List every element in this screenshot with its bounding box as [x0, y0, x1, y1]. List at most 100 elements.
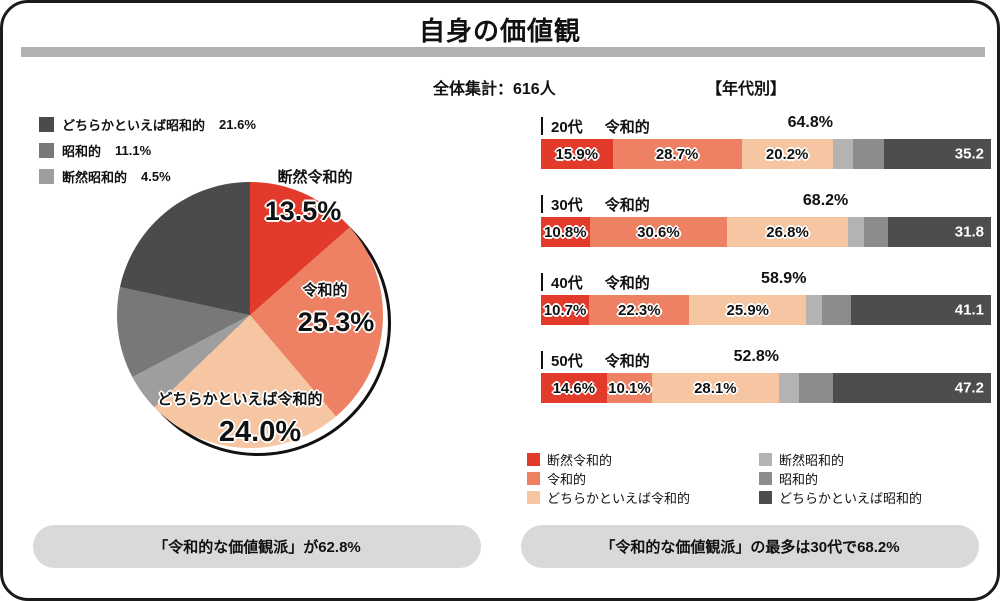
legend-label: どちらかといえば昭和的: [779, 491, 923, 506]
legend-label: 昭和的: [779, 472, 819, 487]
bar-segment-value: 10.7%: [543, 301, 587, 319]
bar-row: 30代 令和的 68.2% 10.8% 30.6% 26.8% 31.8: [541, 191, 991, 269]
legend-swatch: [759, 453, 772, 466]
bar-reiwa-total-label: 52.8%: [733, 348, 779, 365]
legend-swatch: [759, 472, 772, 485]
bar-legend-item: 断然昭和的: [759, 450, 991, 469]
bar-showa-total: 41.1: [954, 301, 984, 319]
bar-segment: 20.2%: [741, 139, 833, 169]
bar-legend-item: どちらかといえば昭和的: [759, 488, 991, 507]
bar-segment: 28.1%: [652, 373, 779, 403]
legend-label: 断然昭和的: [779, 453, 845, 468]
bar-group-label: 令和的: [604, 196, 650, 214]
bar-segment-value: 10.1%: [608, 379, 651, 397]
summary-pill-right-label: 「令和的な価値観派」の最多は30代で68.2%: [600, 539, 900, 556]
bar-segment-value: 28.1%: [694, 379, 737, 397]
pie-legend-item: どちらかといえば昭和的 21.6%: [39, 115, 256, 134]
legend-swatch: [527, 472, 540, 485]
legend-swatch: [39, 143, 54, 158]
pie-legend-item: 断然昭和的 4.5%: [39, 167, 256, 186]
bar-category-label: 20代: [551, 118, 583, 136]
bar-segment: 14.6%: [541, 373, 607, 403]
age-section-label: 【年代別】: [706, 81, 787, 98]
pie-slice-value-reiwa: 25.3%: [297, 307, 375, 337]
pie-showa-legend: どちらかといえば昭和的 21.6% 昭和的 11.1% 断然昭和的 4.5%: [39, 115, 256, 193]
summary-pill-left: 「令和的な価値観派」が62.8%: [33, 525, 481, 568]
legend-label: 断然令和的: [547, 453, 613, 468]
bar-segment: 15.9%: [541, 139, 613, 169]
bar-segment: 10.7%: [541, 295, 590, 325]
title-underline-bar: [21, 47, 985, 57]
bar-segment-value: 25.9%: [726, 301, 770, 319]
bar-segment-value: 26.8%: [766, 223, 809, 241]
bar-segment: [852, 139, 885, 169]
bar-category-label: 50代: [551, 352, 583, 370]
bar-row-header: 30代 令和的 68.2%: [541, 191, 991, 217]
summary-pill-right: 「令和的な価値観派」の最多は30代で68.2%: [521, 525, 979, 568]
bar-segment-value: 15.9%: [555, 145, 599, 163]
legend-swatch: [759, 491, 772, 504]
stacked-bar: 10.7% 22.3% 25.9% 41.1: [541, 295, 991, 325]
legend-label: 令和的: [547, 472, 587, 487]
legend-swatch: [527, 453, 540, 466]
pie-slice-value-dochira-reiwa: 24.0%: [218, 416, 302, 448]
bar-segment: 10.8%: [541, 217, 590, 247]
bar-group-label: 令和的: [604, 352, 650, 370]
legend-swatch: [527, 491, 540, 504]
bar-segment-value: 22.3%: [618, 301, 661, 319]
bar-segment: [863, 217, 889, 247]
bar-group-label: 令和的: [604, 118, 650, 136]
legend-label: 昭和的: [62, 144, 102, 159]
total-count-label: 全体集計：616人: [433, 81, 556, 98]
bar-segment: 26.8%: [727, 217, 848, 247]
bar-legend: 断然令和的令和的どちらかといえば令和的 断然昭和的昭和的どちらかといえば昭和的: [527, 450, 991, 507]
bar-segment: [798, 373, 833, 403]
bar-group-label: 令和的: [604, 274, 650, 292]
pie-slice-label-reiwa: 令和的: [302, 282, 348, 299]
bar-segment-value: 28.7%: [655, 145, 699, 163]
pie-slice-value-dannen-reiwa: 13.5%: [264, 196, 342, 226]
bar-reiwa-total-label: 68.2%: [802, 192, 849, 209]
bar-segment: 31.8: [888, 217, 991, 247]
bar-segment: 25.9%: [689, 295, 807, 325]
legend-label: 断然昭和的: [62, 170, 128, 185]
bar-segment: [821, 295, 852, 325]
bar-row-header: 40代 令和的 58.9%: [541, 269, 991, 295]
bar-row: 40代 令和的 58.9% 10.7% 22.3% 25.9% 41.1: [541, 269, 991, 347]
bar-segment-value: 30.6%: [637, 223, 680, 241]
legend-value: 21.6%: [219, 117, 256, 132]
category-tick: [541, 195, 543, 213]
category-tick: [541, 117, 543, 135]
summary-pill-left-label: 「令和的な価値観派」が62.8%: [153, 539, 361, 556]
page-title: 自身の価値観: [418, 16, 581, 46]
bar-legend-item: 昭和的: [759, 469, 991, 488]
stacked-bar: 15.9% 28.7% 20.2% 35.2: [541, 139, 991, 169]
category-tick: [541, 273, 543, 291]
bar-legend-item: どちらかといえば令和的: [527, 488, 759, 507]
stacked-bar: 10.8% 30.6% 26.8% 31.8: [541, 217, 991, 247]
bar-segment: 30.6%: [589, 217, 728, 247]
bar-reiwa-total-label: 64.8%: [787, 114, 833, 131]
bar-legend-item: 断然令和的: [527, 450, 759, 469]
legend-value: 11.1%: [115, 143, 152, 158]
bar-segment: [806, 295, 822, 325]
pie-chart: [117, 182, 383, 448]
bar-segment: 22.3%: [589, 295, 690, 325]
legend-label: どちらかといえば昭和的: [62, 118, 206, 133]
bar-row: 50代 令和的 52.8% 14.6% 10.1% 28.1% 47.2: [541, 347, 991, 425]
bar-segment: [778, 373, 799, 403]
bar-segment: [832, 139, 853, 169]
bar-showa-total: 31.8: [954, 223, 984, 241]
bar-legend-item: 令和的: [527, 469, 759, 488]
pie-slice-label-dochira-reiwa: どちらかといえば令和的: [157, 391, 323, 408]
bar-rows: 20代 令和的 64.8% 15.9% 28.7% 20.2% 35.2 30代 令和的 68.2…: [541, 113, 991, 425]
bar-segment-value: 10.8%: [544, 223, 587, 241]
legend-value: 4.5%: [141, 169, 171, 184]
legend-label: どちらかといえば令和的: [547, 491, 691, 506]
bar-category-label: 30代: [551, 196, 583, 214]
stacked-bar: 14.6% 10.1% 28.1% 47.2: [541, 373, 991, 403]
category-tick: [541, 351, 543, 369]
bar-showa-total: 47.2: [954, 379, 984, 397]
bar-segment: 35.2: [884, 139, 991, 169]
